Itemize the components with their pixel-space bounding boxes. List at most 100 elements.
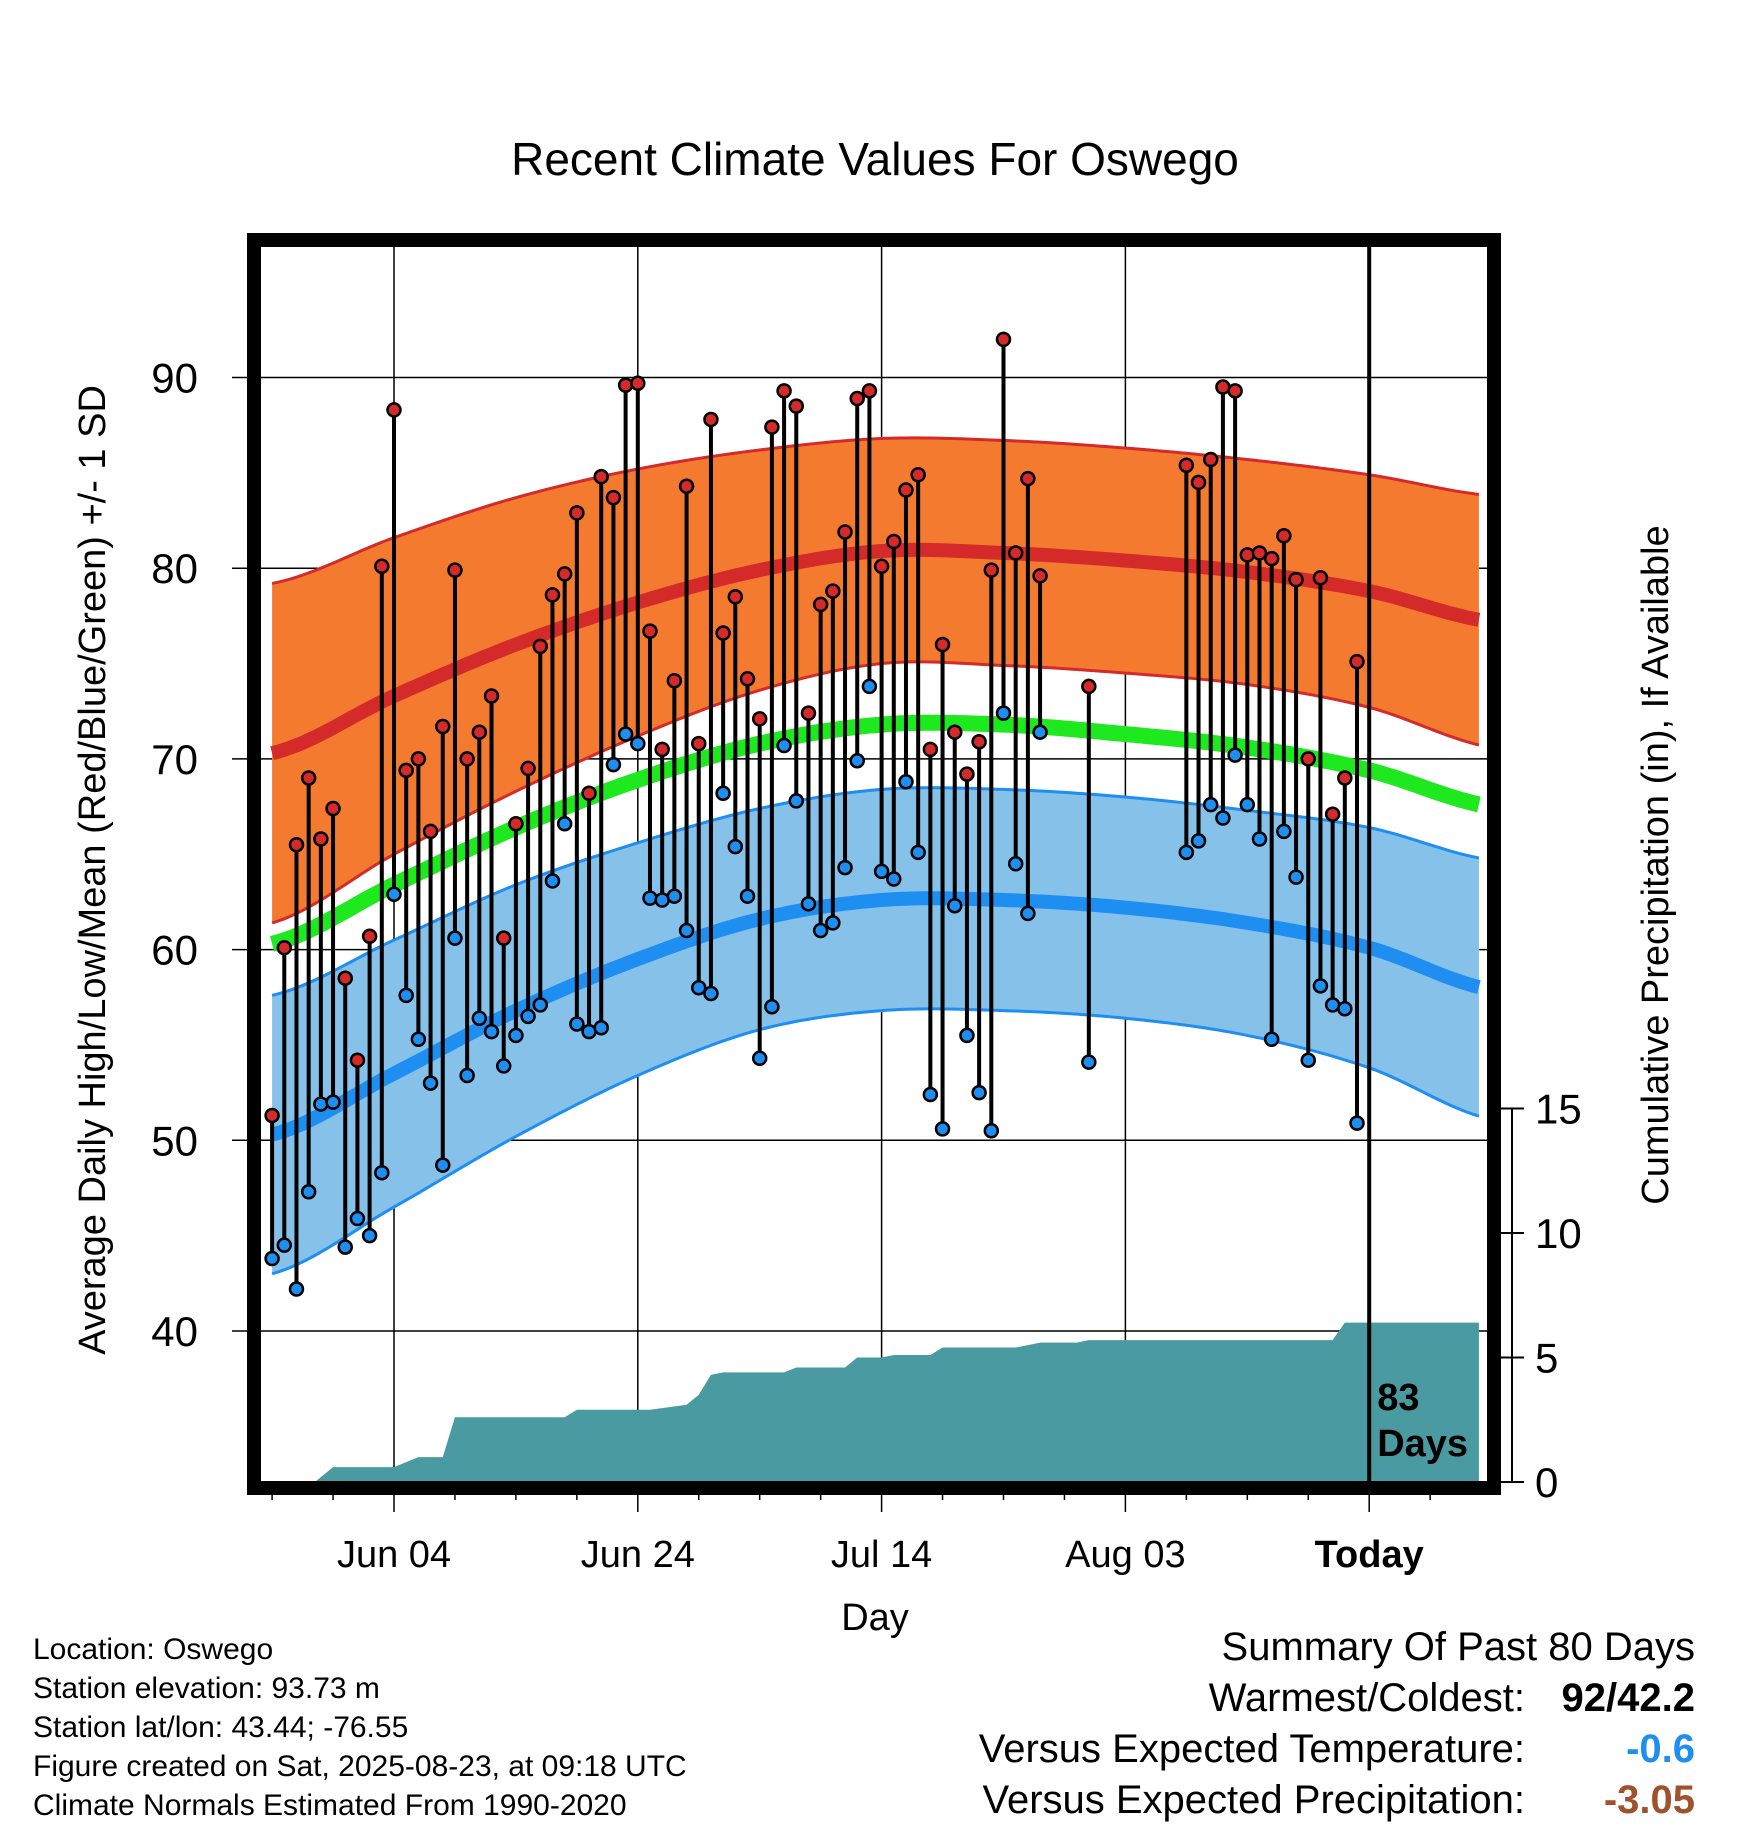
mean-normal-line xyxy=(270,714,1481,952)
daily-high-point xyxy=(300,770,317,786)
daily-high-point xyxy=(349,1052,366,1068)
daily-low-point xyxy=(374,1164,390,1181)
daily-high-point xyxy=(386,402,402,418)
x-tick-label: Jun 24 xyxy=(581,1534,695,1576)
daily-low-point xyxy=(520,1008,536,1025)
daily-low-point xyxy=(642,890,658,906)
y-tick-label: 90 xyxy=(151,355,198,402)
daily-high-point xyxy=(751,711,768,727)
daily-low-point xyxy=(264,1250,280,1267)
daily-high-point xyxy=(1337,770,1353,786)
daily-high-point xyxy=(995,331,1012,348)
daily-low-point xyxy=(1178,844,1195,861)
daily-low-point xyxy=(959,1027,975,1044)
daily-low-point xyxy=(703,985,719,1002)
daily-high-point xyxy=(288,836,305,853)
daily-low-point xyxy=(910,844,926,861)
daily-low-point xyxy=(971,1084,987,1101)
daily-high-point xyxy=(837,524,853,540)
daily-low-point xyxy=(532,997,549,1013)
daily-low-point xyxy=(678,922,695,939)
daily-high-point xyxy=(1178,457,1195,473)
daily-high-point xyxy=(264,1107,280,1124)
daily-high-point xyxy=(1020,470,1036,487)
daily-high-point xyxy=(666,672,683,689)
y2-tick-label: 10 xyxy=(1535,1210,1582,1257)
daily-low-point xyxy=(1020,905,1036,922)
daily-high-point xyxy=(508,815,524,832)
daily-low-point xyxy=(1288,869,1304,885)
daily-high-point xyxy=(764,419,780,435)
y-tick-label: 80 xyxy=(151,545,198,592)
daily-high-point xyxy=(642,623,658,639)
daily-high-point xyxy=(1324,806,1341,822)
daily-low-point xyxy=(325,1094,341,1110)
station-info: Location: Oswego Station elevation: 93.7… xyxy=(33,1630,687,1825)
daily-high-point xyxy=(422,823,439,840)
location-text: Location: Oswego xyxy=(33,1633,274,1666)
y2-tick-label: 15 xyxy=(1535,1086,1582,1133)
precip-value: -3.05 xyxy=(1603,1778,1695,1822)
daily-high-point xyxy=(1288,571,1304,588)
daily-high-point xyxy=(654,741,670,758)
daily-low-point xyxy=(300,1184,317,1200)
daily-high-point xyxy=(593,468,609,485)
plot-inner xyxy=(260,246,1488,1482)
daily-low-point xyxy=(873,863,890,880)
daily-high-point xyxy=(691,735,707,752)
daily-low-point xyxy=(776,737,792,754)
temp-label: Versus Expected Temperature: xyxy=(978,1727,1525,1771)
daily-low-point xyxy=(1276,823,1292,840)
daily-high-point xyxy=(520,760,536,777)
plot-frame xyxy=(247,233,1501,1495)
daily-high-point xyxy=(313,831,329,847)
daily-low-point xyxy=(715,785,731,801)
daily-high-point xyxy=(1349,653,1365,670)
daily-low-point xyxy=(471,1010,488,1027)
daily-low-point xyxy=(691,979,707,996)
daily-low-point xyxy=(1227,747,1243,763)
daily-low-point xyxy=(861,678,878,695)
daily-high-point xyxy=(727,589,744,605)
daily-high-point xyxy=(1251,545,1268,561)
daily-high-point xyxy=(435,718,451,735)
daily-low-point xyxy=(337,1239,353,1255)
daily-high-point xyxy=(1300,751,1316,767)
x-tick-label: Jun 04 xyxy=(337,1534,451,1576)
daily-high-point xyxy=(1007,545,1024,561)
daily-low-point xyxy=(410,1031,427,1047)
daily-low-point xyxy=(288,1281,305,1297)
daily-low-point xyxy=(934,1121,951,1137)
daily-low-point xyxy=(946,897,963,914)
x-tick-label: Jul 14 xyxy=(831,1534,932,1576)
daily-low-point xyxy=(922,1086,939,1103)
daily-low-point xyxy=(1312,978,1329,994)
daily-high-point xyxy=(544,587,561,603)
daily-high-point xyxy=(1239,547,1256,563)
daily-high-point xyxy=(898,482,914,498)
daily-high-point xyxy=(556,566,573,582)
daily-high-point xyxy=(983,562,1000,578)
daily-low-point xyxy=(483,1023,500,1040)
warm-cold-value: 92/42.2 xyxy=(1561,1676,1695,1720)
temp-row: Versus Expected Temperature: -0.6 xyxy=(979,1727,1695,1778)
y2-axis-label: Cumulative Precipitation (in), If Availa… xyxy=(1635,525,1677,1204)
daily-low-point xyxy=(812,922,829,939)
daily-low-point xyxy=(1032,724,1048,740)
daily-low-point xyxy=(849,753,865,769)
daily-high-point xyxy=(800,705,817,721)
chart-title: Recent Climate Values For Oswego xyxy=(511,133,1239,185)
daily-high-point xyxy=(788,398,805,414)
daily-high-point xyxy=(495,930,512,946)
low-normal-upper-sd xyxy=(271,786,1480,997)
daily-low-point xyxy=(898,774,914,790)
low-normal-line xyxy=(270,891,1481,1142)
daily-high-point xyxy=(1081,678,1097,695)
daily-low-point xyxy=(313,1096,329,1112)
summary-title-row: Summary Of Past 80 Days xyxy=(979,1625,1695,1676)
daily-high-point xyxy=(739,671,756,687)
daily-low-point xyxy=(435,1157,451,1173)
daily-high-point xyxy=(459,751,475,767)
latlon-text: Station lat/lon: 43.44; -76.55 xyxy=(33,1711,409,1744)
